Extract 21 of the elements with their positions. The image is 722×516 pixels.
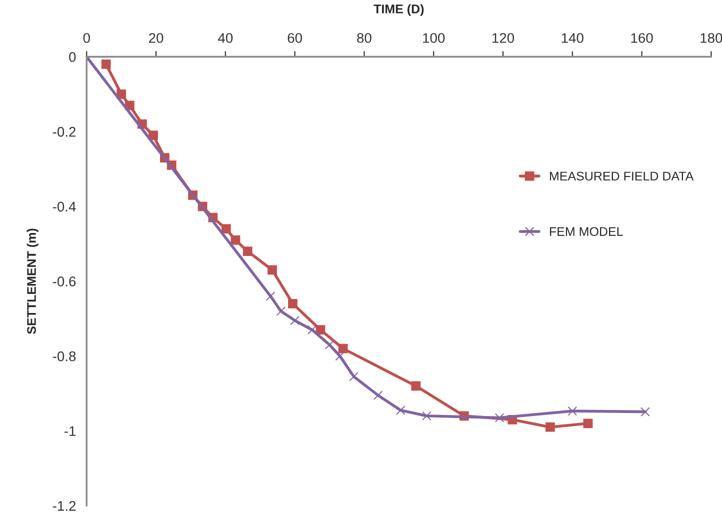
- x-tick-label: 80: [357, 33, 372, 43]
- x-tick-label: 140: [562, 33, 584, 43]
- y-tick-label: -0.6: [52, 276, 76, 286]
- y-axis-title: SETTLEMENT (m): [26, 228, 38, 334]
- x-tick-label: 100: [423, 33, 445, 43]
- x-tick-label: 160: [631, 33, 653, 43]
- x-tick-label: 0: [83, 33, 90, 43]
- y-tick-label: -0.4: [52, 202, 76, 212]
- legend-label: FEM MODEL: [550, 227, 623, 236]
- y-tick-label: -1.2: [52, 501, 76, 511]
- y-tick-label: -0.2: [52, 126, 76, 137]
- x-tick-label: 40: [218, 33, 233, 43]
- x-tick-label: 120: [492, 33, 514, 43]
- y-tick-label: -1: [64, 426, 76, 436]
- y-tick-label: -0.8: [52, 351, 76, 362]
- x-tick-label: 20: [149, 33, 164, 43]
- x-tick-label: 180: [700, 33, 722, 43]
- x-axis-title: TIME (D): [374, 4, 424, 16]
- legend-label: MEASURED FIELD DATA: [550, 172, 694, 181]
- x-tick-label: 60: [288, 33, 302, 43]
- y-tick-label: 0: [69, 52, 76, 62]
